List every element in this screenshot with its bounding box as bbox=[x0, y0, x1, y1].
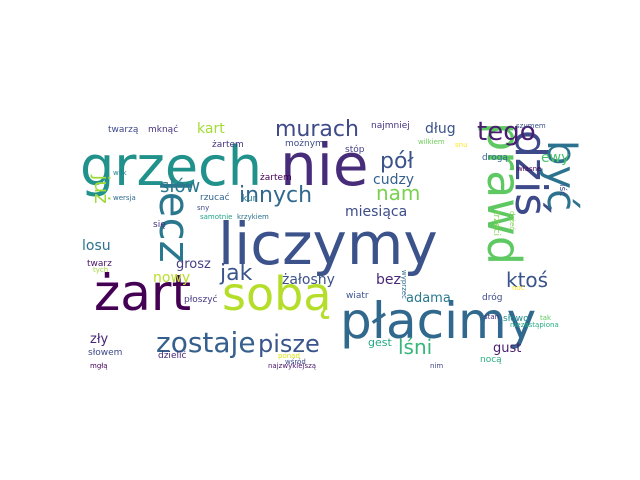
cloud-word: słów bbox=[160, 176, 200, 197]
cloud-word: dróg bbox=[482, 292, 502, 303]
cloud-word: jak bbox=[219, 261, 253, 286]
cloud-word: ponad bbox=[278, 352, 300, 360]
cloud-word: sobą bbox=[222, 267, 332, 321]
cloud-word: gust bbox=[493, 341, 521, 356]
cloud-word: szumem bbox=[516, 122, 546, 130]
cloud-word: ktoś bbox=[506, 268, 548, 292]
cloud-word: sny bbox=[197, 204, 209, 212]
cloud-word: liczymy bbox=[218, 210, 438, 278]
cloud-word: wilkiem bbox=[418, 138, 445, 146]
cloud-word: samotnie bbox=[200, 213, 232, 221]
cloud-word: iść bbox=[557, 184, 568, 196]
cloud-word: innych bbox=[239, 183, 312, 208]
cloud-word: żartem bbox=[260, 173, 292, 183]
cloud-word: drżeć bbox=[508, 211, 516, 230]
cloud-word: kart bbox=[197, 121, 225, 137]
cloud-word: cudzy bbox=[373, 172, 414, 188]
cloud-word: rzucać bbox=[200, 192, 230, 203]
cloud-word: grzech bbox=[80, 135, 262, 198]
cloud-word: nocą bbox=[480, 355, 502, 365]
cloud-word: losu bbox=[82, 238, 111, 254]
cloud-word: adama bbox=[406, 291, 451, 306]
cloud-word: dziś bbox=[505, 130, 556, 216]
cloud-word: słowo bbox=[503, 314, 529, 324]
cloud-word: stóp bbox=[345, 144, 365, 155]
cloud-word: stan bbox=[484, 313, 499, 321]
cloud-word: tych bbox=[93, 266, 108, 274]
cloud-word: murach bbox=[275, 117, 359, 142]
cloud-word: wersja bbox=[113, 194, 136, 202]
cloud-word: być bbox=[538, 140, 584, 211]
cloud-word: już bbox=[90, 174, 114, 204]
cloud-word: prawd bbox=[477, 122, 531, 265]
cloud-word: zły bbox=[90, 332, 109, 347]
cloud-word: miesiąca bbox=[345, 204, 407, 220]
cloud-word: tak bbox=[540, 314, 552, 322]
cloud-word: żartem bbox=[212, 140, 244, 150]
cloud-word: dzielić bbox=[158, 350, 186, 361]
cloud-word: nim bbox=[430, 362, 443, 370]
cloud-word: krzykiem bbox=[237, 213, 269, 221]
cloud-word: mgłą bbox=[90, 362, 108, 370]
cloud-word: najzwyklejszą bbox=[268, 362, 316, 370]
cloud-word: drogą bbox=[482, 153, 508, 163]
cloud-word: najmniej bbox=[371, 121, 410, 131]
cloud-word: płacimy bbox=[340, 292, 536, 350]
cloud-word: grosz bbox=[176, 257, 211, 272]
cloud-word: się bbox=[153, 220, 166, 230]
cloud-word: wśród bbox=[285, 358, 306, 366]
cloud-word: wiatr bbox=[346, 291, 369, 301]
cloud-word: możnym bbox=[285, 139, 324, 149]
cloud-word: lśni bbox=[398, 335, 432, 359]
cloud-word: noc bbox=[512, 284, 525, 292]
cloud-word: niezastąpiona bbox=[510, 321, 559, 329]
cloud-word: nam bbox=[376, 181, 420, 205]
cloud-word: ewy bbox=[541, 150, 569, 166]
cloud-word: pół bbox=[380, 149, 414, 174]
cloud-word: płoszyć bbox=[184, 294, 218, 305]
cloud-word: wyprzeć bbox=[400, 270, 408, 299]
cloud-word: pisze bbox=[258, 330, 320, 358]
cloud-word: snu bbox=[455, 141, 468, 149]
cloud-word: gest bbox=[368, 336, 392, 349]
cloud-word: słowem bbox=[88, 348, 122, 358]
cloud-word: dług bbox=[425, 121, 456, 137]
cloud-word: mknąć bbox=[148, 124, 178, 135]
cloud-word: własne bbox=[517, 165, 541, 173]
cloud-word: wilk bbox=[113, 169, 128, 177]
cloud-word: żart bbox=[94, 264, 191, 322]
cloud-word: tego bbox=[477, 117, 536, 147]
cloud-word: twarzą bbox=[108, 125, 139, 135]
cloud-word: trzeci bbox=[491, 211, 501, 236]
cloud-word: nie bbox=[280, 131, 369, 199]
cloud-word: lecz bbox=[150, 180, 199, 263]
cloud-word: nowy bbox=[153, 270, 190, 286]
cloud-word: żałosny bbox=[282, 272, 335, 288]
cloud-word: zostaje bbox=[156, 326, 256, 359]
cloud-word: bez bbox=[376, 272, 401, 288]
cloud-word: kur bbox=[242, 194, 257, 204]
cloud-word: twarz bbox=[87, 259, 112, 269]
